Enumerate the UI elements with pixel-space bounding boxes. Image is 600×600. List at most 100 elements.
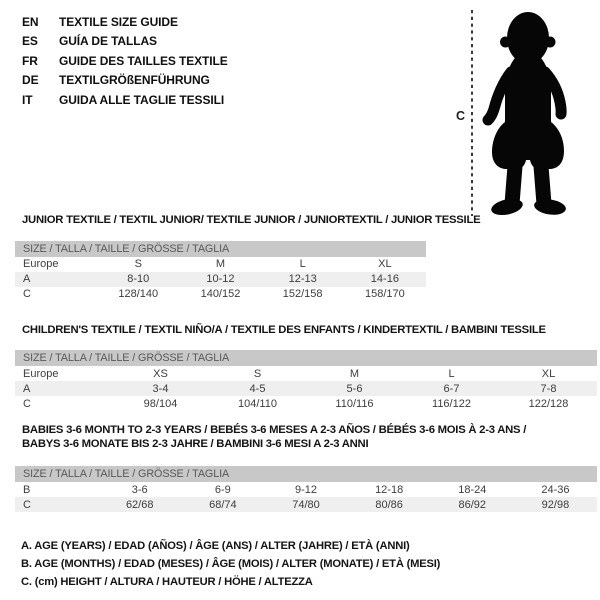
size-section: JUNIOR TEXTILE / TEXTIL JUNIOR/ TEXTILE … bbox=[15, 214, 597, 302]
size-value: 6-7 bbox=[443, 382, 460, 395]
row-label: Europe bbox=[23, 258, 59, 270]
language-row: ES GUÍA DE TALLAS bbox=[22, 32, 228, 51]
size-value: L bbox=[299, 258, 306, 270]
language-code: IT bbox=[22, 92, 33, 107]
size-value: 3-4 bbox=[152, 382, 169, 395]
table-header-cell: SIZE / TALLA / TAILLE / GRÖSSE / TAGLIA bbox=[15, 350, 597, 366]
table-row: Europe XS S M L XL bbox=[15, 366, 597, 381]
size-value: 4-5 bbox=[249, 382, 266, 395]
size-value: 6-9 bbox=[214, 483, 231, 496]
size-value: 10-12 bbox=[206, 273, 235, 285]
size-value: M bbox=[215, 258, 226, 270]
table-header-row: SIZE / TALLA / TAILLE / GRÖSSE / TAGLIA bbox=[15, 240, 426, 257]
table-header-row: SIZE / TALLA / TAILLE / GRÖSSE / TAGLIA bbox=[15, 350, 597, 366]
size-value: 86/92 bbox=[458, 498, 487, 511]
sections: JUNIOR TEXTILE / TEXTIL JUNIOR/ TEXTILE … bbox=[15, 214, 597, 512]
section-title: JUNIOR TEXTILE / TEXTIL JUNIOR/ TEXTILE … bbox=[22, 214, 481, 226]
size-table-head: SIZE / TALLA / TAILLE / GRÖSSE / TAGLIA bbox=[15, 350, 597, 366]
table-row: A 3-4 4-5 5-6 6-7 7-8 bbox=[15, 381, 597, 396]
guide-title: GUIDA ALLE TAGLIE TESSILI bbox=[59, 92, 225, 107]
guide-title: TEXTILGRÖßENFÜHRUNG bbox=[59, 73, 210, 88]
size-value: 104/110 bbox=[238, 397, 277, 410]
table-row: B 3-6 6-9 9-12 12-18 18-24 24-36 bbox=[15, 482, 597, 497]
section-title: CHILDREN'S TEXTILE / TEXTIL NIÑO/A / TEX… bbox=[22, 323, 546, 336]
row-label: C bbox=[23, 498, 31, 511]
size-value: 24-36 bbox=[541, 483, 570, 496]
size-value: M bbox=[349, 367, 360, 380]
language-header: EN TEXTILE SIZE GUIDE ES GUÍA DE TALLAS FR GU… bbox=[22, 13, 228, 110]
height-figure-svg: C bbox=[456, 10, 567, 216]
size-section: BABIES 3-6 MONTH TO 2-3 YEARS / BEBÉS 3-… bbox=[15, 424, 597, 512]
guide-title: TEXTILE SIZE GUIDE bbox=[59, 15, 178, 29]
footnote: C. (cm) HEIGHT / ALTURA / HAUTEUR / HÖHE… bbox=[21, 576, 313, 589]
size-table: SIZE / TALLA / TAILLE / GRÖSSE / TAGLIA E… bbox=[15, 240, 426, 302]
size-table-head: SIZE / TALLA / TAILLE / GRÖSSE / TAGLIA bbox=[15, 466, 597, 482]
size-value: 62/68 bbox=[125, 498, 154, 511]
size-table-head: SIZE / TALLA / TAILLE / GRÖSSE / TAGLIA bbox=[15, 240, 426, 257]
size-value: 68/74 bbox=[209, 498, 237, 511]
size-value: S bbox=[134, 258, 142, 270]
language-row: FR GUIDE DES TAILLES TEXTILE bbox=[22, 52, 228, 71]
row-label: C bbox=[23, 288, 31, 300]
size-value: 116/122 bbox=[432, 397, 471, 410]
size-value: 140/152 bbox=[200, 288, 241, 300]
row-label: A bbox=[23, 273, 31, 285]
row-label: Europe bbox=[23, 367, 59, 380]
guide-title: GUÍA DE TALLAS bbox=[59, 34, 157, 49]
height-figure: C bbox=[455, 2, 598, 220]
table-row: C 98/104 104/110 110/116 116/122 122/128 bbox=[15, 396, 597, 411]
size-value: 9-12 bbox=[294, 483, 317, 496]
size-value: 18-24 bbox=[458, 483, 487, 496]
size-value: 12-13 bbox=[288, 273, 317, 285]
size-section: CHILDREN'S TEXTILE / TEXTIL NIÑO/A / TEX… bbox=[15, 324, 597, 412]
row-label: C bbox=[23, 397, 31, 410]
height-label-c: C bbox=[456, 109, 465, 123]
size-table-body: B 3-6 6-9 9-12 12-18 18-24 24-36 C 62/68 68/74 74/… bbox=[15, 482, 597, 512]
size-table-body: Europe S M L XL A 8-10 10-12 12-13 14-16 C 128/140 1… bbox=[15, 257, 426, 302]
size-value: 80/86 bbox=[375, 498, 403, 511]
size-table: SIZE / TALLA / TAILLE / GRÖSSE / TAGLIA E… bbox=[15, 350, 597, 411]
table-row: C 62/68 68/74 74/80 80/86 86/92 92/98 bbox=[15, 497, 597, 512]
section-title: BABYS 3-6 MONATE BIS 2-3 JAHRE / BAMBINI… bbox=[22, 437, 369, 450]
size-value: 128/140 bbox=[118, 288, 159, 300]
size-value: 12-18 bbox=[375, 483, 404, 496]
size-value: 122/128 bbox=[528, 397, 569, 410]
table-row: Europe S M L XL bbox=[15, 257, 426, 272]
size-value: XL bbox=[378, 258, 392, 270]
size-value: 7-8 bbox=[540, 382, 557, 395]
size-value: 74/80 bbox=[292, 498, 320, 511]
size-value: 158/170 bbox=[364, 288, 405, 300]
row-label: B bbox=[23, 483, 31, 496]
size-value: S bbox=[253, 367, 262, 380]
language-row: DE TEXTILGRÖßENFÜHRUNG bbox=[22, 71, 228, 90]
size-value: L bbox=[448, 367, 455, 380]
table-header-row: SIZE / TALLA / TAILLE / GRÖSSE / TAGLIA bbox=[15, 466, 597, 482]
size-value: 3-6 bbox=[131, 483, 148, 496]
footnotes: A. AGE (YEARS) / EDAD (AÑOS) / ÂGE (ANS)… bbox=[21, 537, 440, 592]
footnote: A. AGE (YEARS) / EDAD (AÑOS) / ÂGE (ANS)… bbox=[21, 540, 410, 552]
language-code: FR bbox=[22, 53, 38, 68]
size-table: SIZE / TALLA / TAILLE / GRÖSSE / TAGLIA B… bbox=[15, 466, 597, 512]
size-value: XS bbox=[153, 367, 168, 380]
language-code: EN bbox=[22, 15, 39, 29]
size-value: 92/98 bbox=[541, 498, 570, 511]
language-code: DE bbox=[22, 73, 39, 88]
language-row: IT GUIDA ALLE TAGLIE TESSILI bbox=[22, 91, 228, 110]
footnote: B. AGE (MONTHS) / EDAD (MESES) / ÂGE (MO… bbox=[21, 558, 441, 571]
guide-title: GUIDE DES TAILLES TEXTILE bbox=[59, 53, 228, 68]
size-value: 8-10 bbox=[127, 273, 150, 285]
language-code: ES bbox=[22, 34, 38, 49]
size-table-body: Europe XS S M L XL A 3-4 4-5 5-6 6-7 7-8 C 98/104 104/… bbox=[15, 366, 597, 411]
language-row: EN TEXTILE SIZE GUIDE bbox=[22, 13, 228, 32]
baby-silhouette bbox=[482, 12, 567, 216]
row-label: A bbox=[23, 382, 31, 395]
table-header-cell: SIZE / TALLA / TAILLE / GRÖSSE / TAGLIA bbox=[15, 466, 597, 482]
size-value: 14-16 bbox=[370, 273, 399, 285]
size-value: 152/158 bbox=[282, 288, 323, 300]
table-row: A 8-10 10-12 12-13 14-16 bbox=[15, 271, 426, 287]
size-value: XL bbox=[541, 367, 556, 380]
size-value: 110/116 bbox=[335, 397, 374, 410]
section-title: BABIES 3-6 MONTH TO 2-3 YEARS / BEBÉS 3-… bbox=[22, 424, 527, 436]
table-row: C 128/140 140/152 152/158 158/170 bbox=[15, 287, 426, 302]
